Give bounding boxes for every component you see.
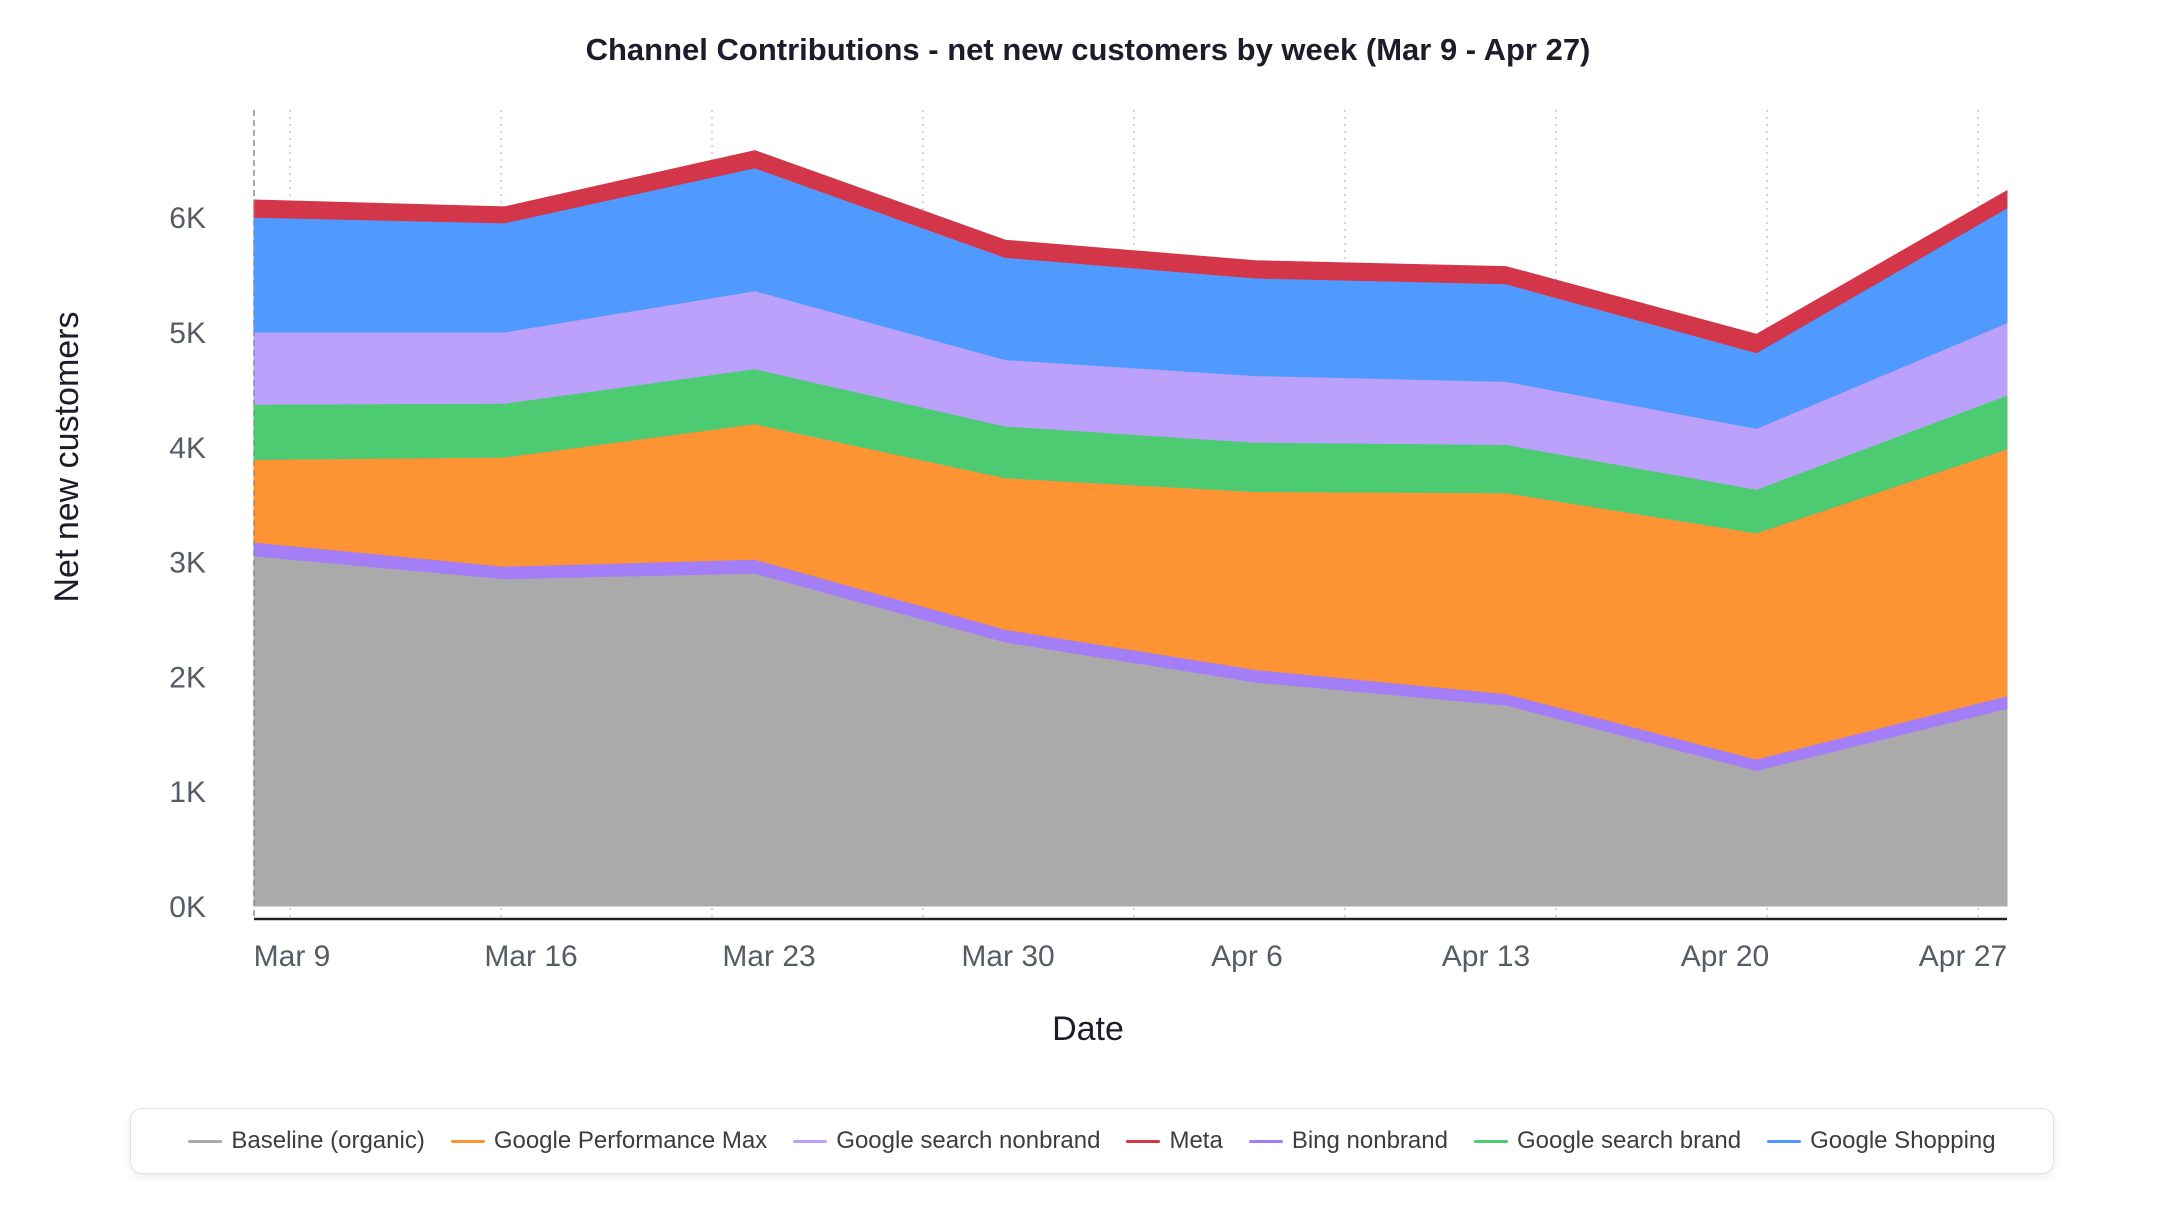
legend-label: Google search nonbrand xyxy=(836,1127,1101,1154)
legend-label: Google Shopping xyxy=(1810,1127,1996,1154)
x-tick-label: Mar 9 xyxy=(254,940,331,973)
x-tick-label: Mar 30 xyxy=(961,940,1054,973)
legend-swatch xyxy=(1767,1139,1802,1143)
legend-item[interactable]: Google Performance Max xyxy=(450,1127,768,1155)
legend-item[interactable]: Google search brand xyxy=(1473,1127,1742,1155)
legend-label: Baseline (organic) xyxy=(231,1127,425,1154)
x-tick-label: Mar 23 xyxy=(722,940,815,973)
legend-label: Bing nonbrand xyxy=(1291,1127,1448,1154)
legend: Baseline (organic) Google Performance Max… xyxy=(130,1108,2054,1174)
x-axis-label: Date xyxy=(1052,1010,1124,1048)
x-tick-label: Mar 16 xyxy=(484,940,577,973)
x-tick-label: Apr 6 xyxy=(1211,940,1283,973)
legend-item[interactable]: Google Shopping xyxy=(1767,1127,1996,1155)
y-tick-label: 0K xyxy=(169,891,206,924)
y-tick-label: 2K xyxy=(169,661,206,694)
x-tick-label: Apr 27 xyxy=(1919,940,2007,973)
legend-swatch xyxy=(793,1139,828,1143)
axis-layer: 0K 1K 2K 3K 4K 5K 6K Mar 9 Mar 16 Mar 23 Mar 30 Apr… xyxy=(169,110,2007,973)
legend-label: Google Performance Max xyxy=(493,1127,768,1154)
y-tick-label: 4K xyxy=(169,432,206,465)
area-layer xyxy=(253,150,2008,907)
y-axis-label: Net new customers xyxy=(48,312,86,603)
y-tick-label: 5K xyxy=(169,317,206,350)
legend-label: Meta xyxy=(1169,1127,1223,1154)
x-tick-label: Apr 13 xyxy=(1442,940,1530,973)
legend-swatch xyxy=(1126,1139,1161,1143)
legend-item[interactable]: Bing nonbrand xyxy=(1248,1127,1448,1155)
legend-label: Google search brand xyxy=(1516,1127,1742,1154)
y-tick-label: 1K xyxy=(169,776,206,809)
legend-swatch xyxy=(1248,1139,1283,1143)
x-tick-label: Apr 20 xyxy=(1681,940,1769,973)
legend-item[interactable]: Baseline (organic) xyxy=(188,1127,425,1155)
legend-swatch xyxy=(450,1139,485,1143)
legend-item[interactable]: Meta xyxy=(1126,1127,1223,1155)
legend-item[interactable]: Google search nonbrand xyxy=(793,1127,1100,1155)
legend-swatch xyxy=(1473,1139,1508,1143)
y-tick-label: 6K xyxy=(169,202,206,235)
y-tick-label: 3K xyxy=(169,547,206,580)
chart-title: Channel Contributions - net new customer… xyxy=(586,32,1591,67)
area-series-meta xyxy=(253,150,2008,354)
chart-svg: Channel Contributions - net new customer… xyxy=(48,32,2008,1048)
legend-swatch xyxy=(188,1139,223,1143)
